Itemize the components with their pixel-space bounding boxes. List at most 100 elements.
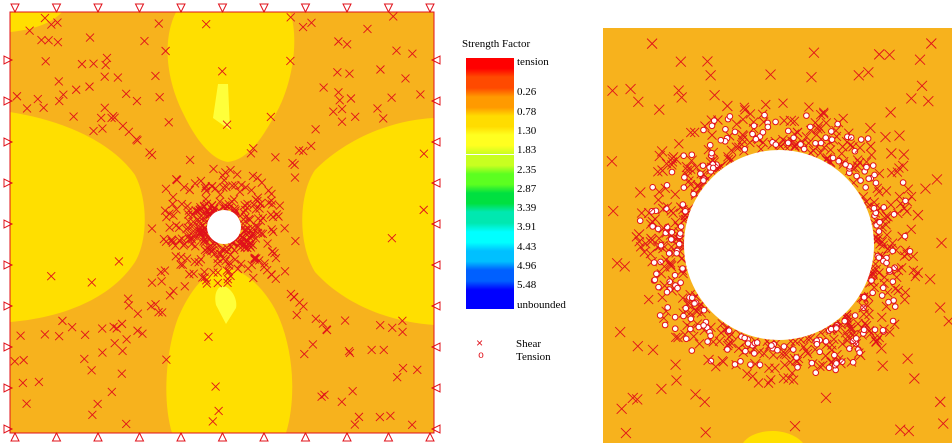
- tension-mark: [906, 247, 914, 255]
- legend-row: 3.39: [464, 193, 594, 214]
- tension-mark: [828, 136, 836, 143]
- legend-swatch: [466, 270, 514, 290]
- shear-mark: [892, 264, 904, 276]
- shear-mark: [376, 65, 385, 74]
- failure-shear-mark: [636, 208, 647, 218]
- failure-shear-mark: [714, 336, 725, 346]
- failure-shear-mark: [811, 129, 822, 140]
- shear-mark: [897, 160, 909, 172]
- tension-mark: [680, 184, 688, 191]
- shear-marks-left: [10, 12, 429, 430]
- failure-shear-mark: [190, 179, 200, 188]
- shear-mark: [217, 67, 227, 76]
- shear-mark: [675, 56, 687, 67]
- shear-mark: [211, 382, 220, 391]
- tension-mark: [687, 315, 695, 323]
- shear-mark: [877, 360, 889, 372]
- shear-mark: [387, 233, 397, 243]
- failure-shear-mark: [213, 268, 223, 277]
- failure-shear-mark: [804, 102, 814, 112]
- tension-mark: [679, 265, 686, 272]
- failure-shear-mark: [280, 224, 289, 233]
- failure-shear-mark: [241, 183, 250, 192]
- failure-shear-mark: [248, 240, 258, 250]
- failure-shear-mark: [232, 170, 242, 179]
- shear-mark: [407, 420, 417, 430]
- shear-mark: [350, 112, 360, 122]
- failure-shear-mark: [881, 211, 892, 221]
- failure-shear-mark: [253, 173, 262, 183]
- legend-swatch: [466, 231, 514, 251]
- legend-label: 0.78: [517, 105, 537, 118]
- tension-mark: [790, 134, 797, 142]
- tension-mark: [662, 229, 670, 237]
- restraint-marker: [259, 431, 269, 442]
- shear-mark: [614, 326, 626, 338]
- shear-mark: [93, 399, 102, 409]
- shear-mark: [606, 156, 618, 167]
- tension-mark: [803, 112, 810, 119]
- shear-mark: [112, 324, 122, 333]
- tension-mark: [687, 325, 694, 333]
- failure-shear-mark: [853, 318, 863, 329]
- failure-shear-mark: [180, 281, 190, 291]
- legend-row: 2.87: [464, 173, 594, 195]
- restraint-marker: [430, 55, 441, 65]
- tension-mark: [749, 130, 756, 138]
- strength-factor-legend: Strength Factor tension 0.26 0.78 1.30 1.83 2…: [462, 38, 596, 378]
- shear-mark: [292, 310, 302, 320]
- failure-shear-mark: [258, 213, 268, 223]
- shear-mark: [699, 396, 711, 408]
- failure-shear-mark: [133, 326, 142, 336]
- failure-shear-mark: [893, 285, 904, 296]
- restraint-marker: [3, 342, 14, 352]
- shear-mark: [673, 85, 685, 96]
- failure-shear-mark: [345, 348, 355, 358]
- shear-mark: [333, 67, 342, 77]
- tension-mark: [700, 322, 707, 329]
- failure-shear-mark: [190, 241, 200, 251]
- tension-mark: [741, 146, 749, 153]
- shear-mark: [25, 26, 34, 35]
- zoom-yellow-bottom: [743, 430, 803, 443]
- shear-mark: [299, 349, 309, 359]
- failure-shear-mark: [634, 236, 644, 247]
- failure-shear-mark: [723, 154, 734, 165]
- failure-shear-mark: [815, 361, 825, 372]
- failure-shear-mark: [182, 254, 192, 263]
- shear-mark: [226, 242, 236, 251]
- shear-mark: [646, 38, 658, 49]
- failure-shear-mark: [694, 339, 705, 349]
- legend-marker-shear: × Shear: [464, 337, 594, 352]
- tension-mark: [825, 364, 833, 372]
- tension-mark: [869, 289, 876, 297]
- failure-shear-mark: [157, 277, 166, 286]
- shear-mark: [858, 301, 869, 313]
- failure-shear-mark: [229, 245, 239, 255]
- shear-marks-zoom: [606, 38, 952, 439]
- tension-mark: [764, 123, 772, 131]
- failure-shear-mark: [322, 325, 331, 334]
- failure-shear-mark: [240, 243, 249, 252]
- shear-mark: [101, 60, 110, 70]
- shear-mark: [39, 103, 48, 113]
- tension-mark: [891, 264, 898, 271]
- restraint-marker: [3, 219, 14, 229]
- shear-mark: [335, 96, 345, 105]
- failure-shear-mark: [673, 332, 683, 343]
- tension-mark: [747, 361, 754, 368]
- shear-mark: [85, 33, 95, 42]
- shear-mark: [311, 124, 320, 134]
- tension-mark: [865, 175, 873, 182]
- tension-mark: [651, 276, 659, 284]
- restraint-marker: [217, 431, 228, 442]
- legend-label: 4.96: [517, 260, 537, 272]
- failure-shear-mark: [263, 239, 272, 248]
- shear-mark: [69, 112, 78, 121]
- tension-mark: [722, 125, 729, 133]
- tension-mark: [664, 304, 671, 311]
- failure-shear-mark: [878, 240, 889, 251]
- failure-shear-mark: [665, 259, 676, 270]
- failure-shear-mark: [707, 130, 717, 140]
- failure-shear-mark: [821, 118, 832, 128]
